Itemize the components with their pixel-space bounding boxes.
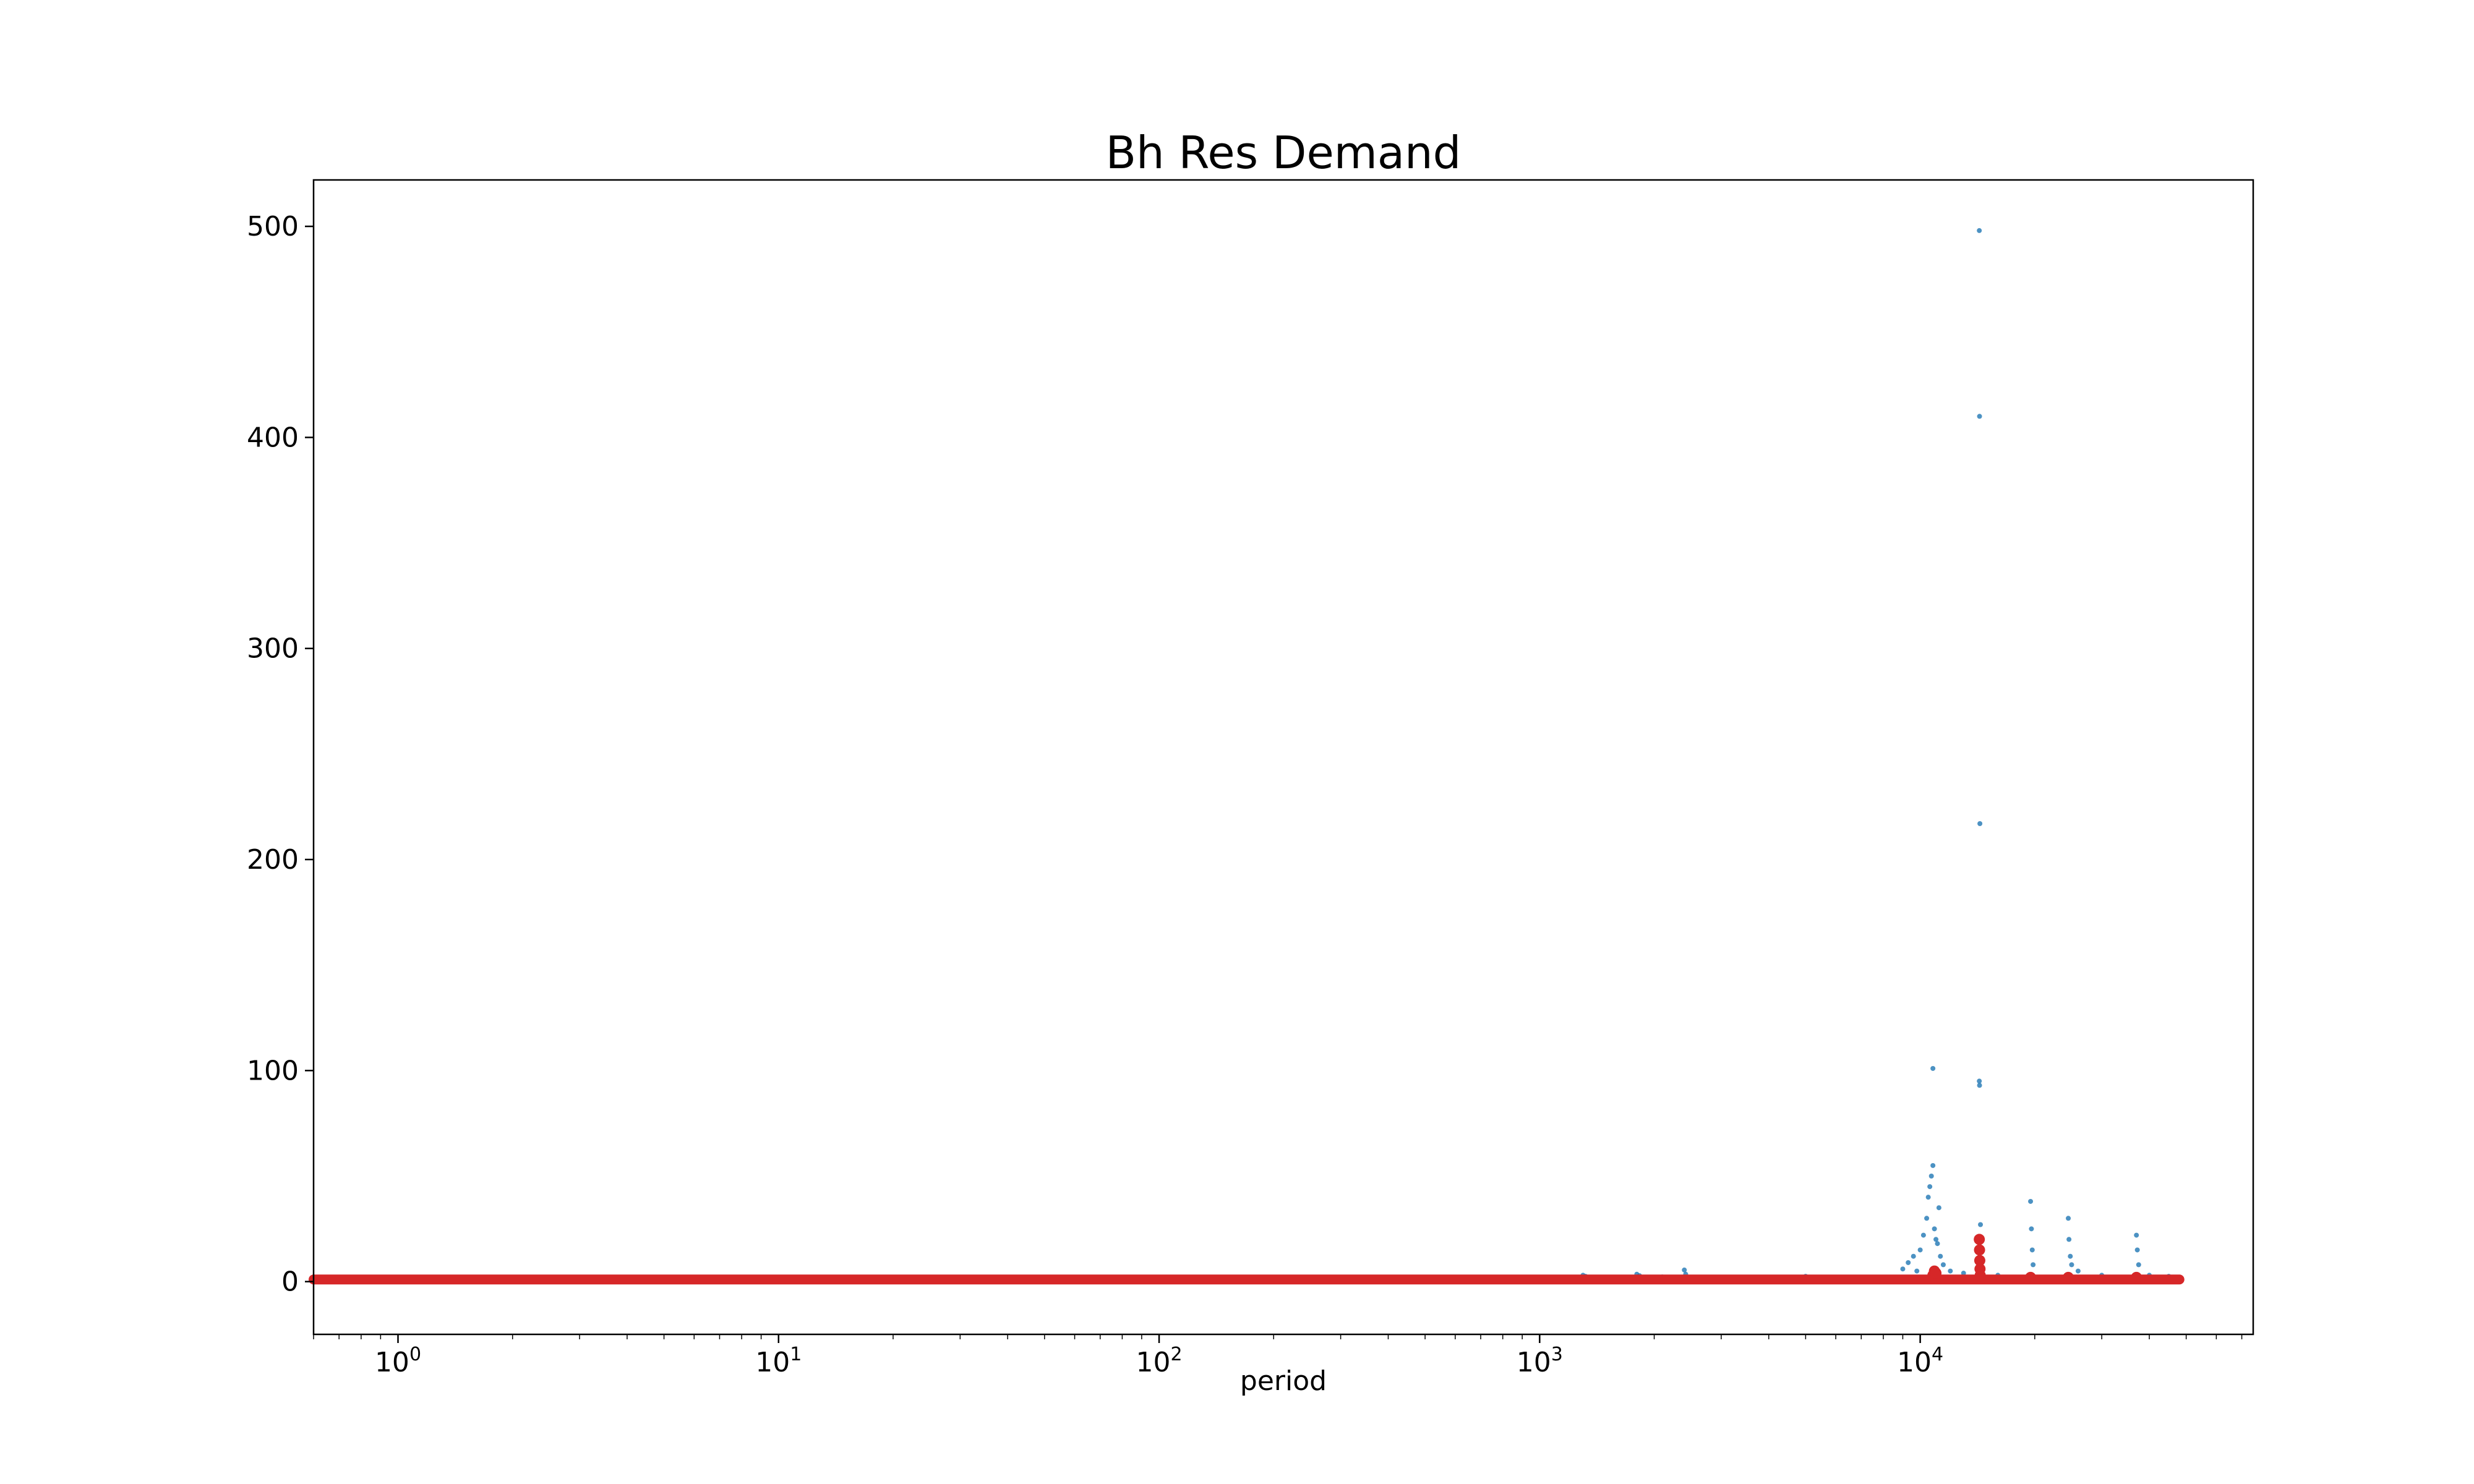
- plot-frame: [312, 179, 2254, 1336]
- y-tick-label: 300: [247, 633, 299, 665]
- blue-series-point: [1936, 1205, 1941, 1211]
- blue-series-point: [1927, 1184, 1933, 1190]
- red-series-point: [1974, 1269, 1986, 1281]
- chart-title: Bh Res Demand: [1106, 127, 1462, 179]
- blue-series-point: [1917, 1247, 1923, 1253]
- red-series-point: [1930, 1268, 1942, 1279]
- blue-series-point: [2069, 1262, 2074, 1268]
- blue-series-point: [2028, 1198, 2034, 1204]
- blue-series-point: [1924, 1216, 1930, 1221]
- plot-area: [309, 228, 2185, 1285]
- blue-series-point: [2068, 1253, 2073, 1259]
- red-series-point: [2025, 1271, 2037, 1283]
- blue-series-point: [1925, 1195, 1931, 1200]
- y-tick-label: 200: [247, 844, 299, 876]
- x-tick-label: 100: [375, 1344, 421, 1378]
- blue-series-point: [1900, 1266, 1906, 1272]
- x-tick-label: 103: [1517, 1344, 1563, 1378]
- red-series-point: [2063, 1271, 2074, 1283]
- blue-series-point: [1977, 228, 1982, 233]
- blue-series-point: [1977, 1083, 1982, 1088]
- blue-series-point: [1940, 1262, 1946, 1268]
- blue-series-point: [1938, 1253, 1943, 1259]
- blue-series-point: [2075, 1268, 2081, 1274]
- blue-series-point: [2066, 1216, 2071, 1221]
- blue-series-point: [2134, 1232, 2139, 1238]
- blue-series-point: [1932, 1226, 1937, 1232]
- red-series-point: [2131, 1271, 2142, 1283]
- x-tick-label: 101: [755, 1344, 802, 1378]
- blue-series-point: [2134, 1247, 2140, 1253]
- blue-series-point: [2029, 1247, 2035, 1253]
- x-tick-label: 104: [1897, 1344, 1943, 1378]
- blue-series-point: [1682, 1267, 1687, 1273]
- blue-series-point: [2031, 1262, 2036, 1268]
- blue-series-point: [1948, 1268, 1953, 1274]
- red-series-point: [1974, 1255, 1985, 1266]
- x-axis-label: period: [1240, 1365, 1327, 1397]
- red-series-point: [1974, 1234, 1985, 1245]
- y-tick-label: 400: [247, 422, 299, 453]
- blue-series-point: [1911, 1253, 1916, 1259]
- y-tick-label: 500: [247, 211, 299, 242]
- blue-series-point: [1978, 1222, 1984, 1227]
- blue-series-point: [1920, 1232, 1926, 1238]
- blue-series-point: [1933, 1237, 1939, 1242]
- blue-series-point: [1935, 1241, 1940, 1247]
- blue-series-point: [2066, 1237, 2072, 1242]
- y-tick-label: 0: [281, 1266, 299, 1298]
- x-tick-label: 102: [1136, 1344, 1183, 1378]
- blue-series-point: [1977, 1078, 1982, 1084]
- y-tick-label: 100: [247, 1055, 299, 1086]
- blue-series-point: [1928, 1174, 1934, 1179]
- red-series-point: [1974, 1244, 1985, 1256]
- blue-series-point: [1930, 1162, 1936, 1168]
- blue-series-point: [1961, 1271, 1966, 1276]
- blue-series-point: [1977, 414, 1982, 419]
- blue-series-point: [1914, 1268, 1920, 1274]
- blue-series-point: [1930, 1065, 1936, 1071]
- blue-series-point: [1906, 1260, 1911, 1265]
- blue-series-point: [2029, 1226, 2034, 1232]
- blue-series-point: [1977, 821, 1983, 827]
- axes: 0 100 200 300 400 500 100 101 102 103 104: [247, 211, 2243, 1378]
- blue-series-point: [2136, 1262, 2141, 1268]
